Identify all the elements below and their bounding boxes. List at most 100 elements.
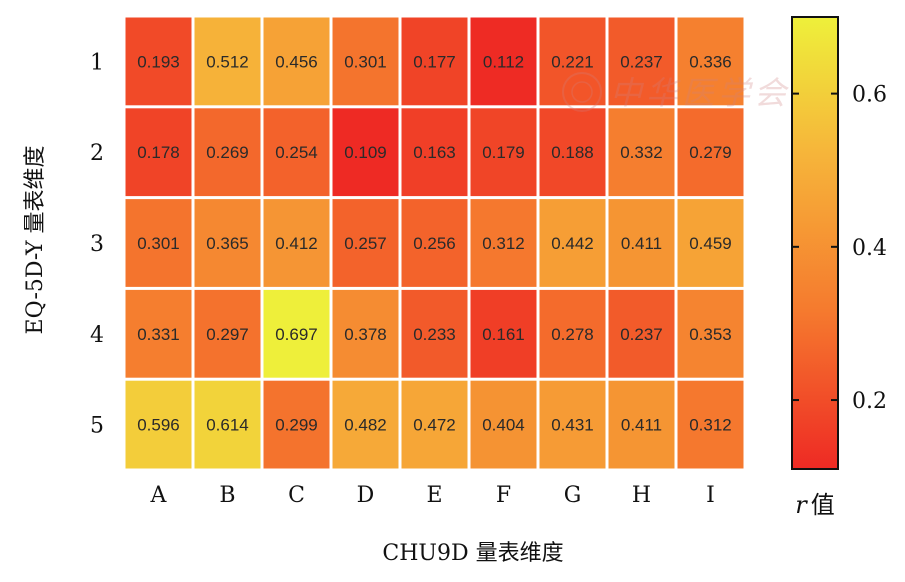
heatmap-cell [677,289,744,378]
heatmap-cell [539,289,606,378]
heatmap-cell [539,380,606,469]
heatmap-cell-label: 0.411 [621,234,662,253]
heatmap-cell [125,380,192,469]
heatmap-cell [401,108,468,197]
heatmap-cell [677,108,744,197]
heatmap-cell-label: 0.312 [689,416,732,435]
heatmap-cell-label: 0.512 [206,52,249,71]
watermark-seal [562,72,602,112]
heatmap-cell [194,17,261,106]
heatmap-cell [194,108,261,197]
colorbar-tick-label: 0.2 [852,389,887,414]
heatmap-cell-label: 0.193 [137,52,180,71]
heatmap-cell-label: 0.301 [137,234,180,253]
heatmap-cell-label: 0.312 [482,234,525,253]
x-tick-labels: A B C D E F G H I [150,483,715,508]
heatmap-cell-label: 0.237 [620,52,663,71]
heatmap-cell-label: 0.163 [413,143,456,162]
y-tick-labels: 1 2 3 4 5 [90,50,104,438]
watermark: 中华医学会 [562,72,790,112]
heatmap-cell [194,380,261,469]
heatmap-cell-label: 0.178 [137,143,180,162]
heatmap-cell [263,289,330,378]
heatmap-cell [470,380,537,469]
heatmap-cell [608,199,675,287]
heatmap-cell-label: 0.442 [551,234,594,253]
heatmap-cell [263,199,330,287]
heatmap-cells: 0.193 0.512 0.456 0.301 0.177 0.112 0.221 0.237… [125,17,744,469]
watermark-text: 中华医学会 [610,74,790,112]
heatmap-cell [401,17,468,106]
heatmap-cell-label: 0.459 [689,234,732,253]
heatmap-cell-label: 0.177 [413,52,456,71]
colorbar [791,16,839,470]
heatmap-cell-label: 0.472 [413,416,456,435]
x-tick-label: G [564,483,582,508]
y-tick-label: 2 [90,141,104,166]
heatmap-cell [263,17,330,106]
x-tick-label: B [219,483,235,508]
x-tick-label: F [496,483,511,508]
heatmap-cell-label: 0.412 [275,234,318,253]
colorbar-ticks: 0.2 0.4 0.6 [792,83,887,414]
heatmap-cell [401,380,468,469]
heatmap-cell [470,199,537,287]
heatmap-cell-label: 0.614 [206,416,249,435]
heatmap-cell-label: 0.233 [413,325,456,344]
heatmap-cell [125,17,192,106]
heatmap-cell [470,289,537,378]
heatmap-cell-label: 0.431 [551,416,594,435]
colorbar-label-r: r [795,491,808,519]
x-tick-label: D [357,483,375,508]
heatmap-cell [608,108,675,197]
heatmap-cell [194,199,261,287]
heatmap-cell [470,108,537,197]
heatmap-cell-label: 0.188 [551,143,594,162]
heatmap-cell-label: 0.112 [483,52,524,71]
heatmap-cell [125,199,192,287]
heatmap-cell-label: 0.697 [275,325,318,344]
heatmap-cell-label: 0.331 [137,325,180,344]
y-tick-label: 3 [90,232,104,257]
colorbar-tick-label: 0.6 [852,83,887,108]
heatmap-cell [401,289,468,378]
heatmap-cell [539,17,606,106]
x-tick-label: I [706,483,715,508]
heatmap-cell [194,289,261,378]
heatmap-cell [608,380,675,469]
heatmap-cell-label: 0.336 [689,52,732,71]
colorbar-label-value: 值 [811,491,835,519]
y-axis-label: EQ-5D-Y 量表维度 [23,146,48,335]
heatmap-cell-label: 0.237 [620,325,663,344]
heatmap-cell-label: 0.332 [620,143,663,162]
heatmap-cell-label: 0.301 [344,52,387,71]
heatmap-cell-label: 0.596 [137,416,180,435]
x-tick-label: E [426,483,442,508]
heatmap-cell-label: 0.378 [344,325,387,344]
y-tick-label: 1 [90,50,104,75]
heatmap-cell-label: 0.404 [482,416,525,435]
heatmap-cell-label: 0.411 [621,416,662,435]
heatmap-cell [332,289,399,378]
heatmap-cell-label: 0.109 [344,143,387,162]
x-tick-label: C [288,483,305,508]
heatmap-cell-label: 0.161 [482,325,525,344]
heatmap-cell-label: 0.299 [275,416,318,435]
colorbar-tick-label: 0.4 [852,236,887,261]
heatmap-cell [677,199,744,287]
heatmap-cell [608,17,675,106]
heatmap-cell [332,380,399,469]
heatmap-cell [332,17,399,106]
heatmap-cell-label: 0.278 [551,325,594,344]
y-tick-label: 5 [90,414,104,439]
heatmap-cell-label: 0.254 [275,143,318,162]
heatmap-cell [125,108,192,197]
x-tick-label: H [632,483,651,508]
heatmap-cell-label: 0.456 [275,52,318,71]
heatmap-cell-label: 0.297 [206,325,249,344]
heatmap-cell [332,108,399,197]
heatmap-cell [401,199,468,287]
watermark-seal-inner [571,81,593,103]
